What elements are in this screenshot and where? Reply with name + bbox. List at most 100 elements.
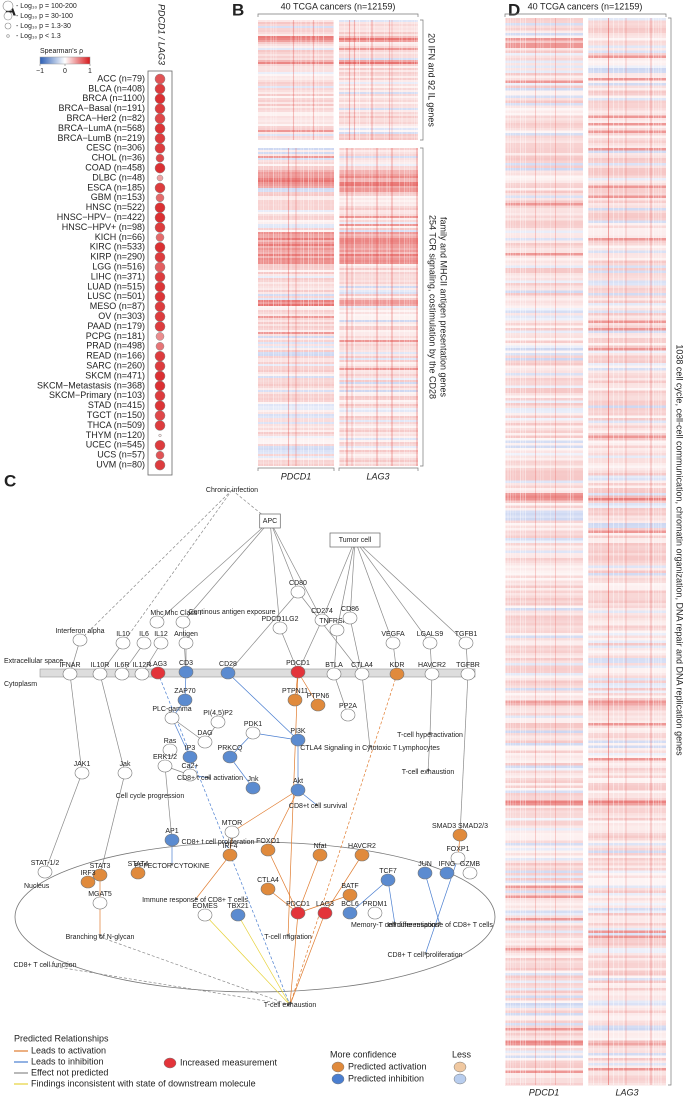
heatmap-col xyxy=(406,148,408,466)
heatmap-row xyxy=(258,402,334,404)
heatmap-row xyxy=(588,680,666,683)
heatmap-row xyxy=(588,888,666,891)
heatmap-col xyxy=(572,18,574,1085)
heatmap-row xyxy=(339,280,418,282)
heatmap-row xyxy=(505,110,583,113)
node-label: JUN xyxy=(418,861,432,868)
heatmap-row xyxy=(505,970,583,973)
heatmap-row xyxy=(588,23,666,26)
heatmap-row xyxy=(339,204,418,206)
heatmap-row xyxy=(258,418,334,420)
node-label: STAT4 xyxy=(128,861,149,868)
heatmap-row xyxy=(258,376,334,378)
heatmap-col xyxy=(648,18,649,1085)
heatmap-row xyxy=(505,540,583,543)
heatmap-row xyxy=(588,883,666,886)
heatmap-row xyxy=(505,220,583,223)
heatmap-row xyxy=(588,320,666,323)
heatmap-row xyxy=(258,400,334,402)
heatmap-row xyxy=(339,446,418,448)
heatmap-col xyxy=(416,20,418,140)
heatmap-row xyxy=(505,740,583,743)
heatmap-row xyxy=(588,885,666,888)
heatmap-row xyxy=(588,205,666,208)
heatmap-row xyxy=(258,156,334,158)
rho-dot xyxy=(154,251,166,263)
heatmap-row xyxy=(588,108,666,111)
heatmap-row xyxy=(258,26,334,28)
node-label: IRF4 xyxy=(222,843,237,850)
heatmap-row xyxy=(258,446,334,448)
heatmap-row xyxy=(258,404,334,406)
node-label: LAG3 xyxy=(149,661,167,668)
heatmap-row xyxy=(588,873,666,876)
heatmap-row xyxy=(505,985,583,988)
heatmap-row xyxy=(339,168,418,170)
side-label: 20 IFN and 92 IL genes xyxy=(427,33,437,127)
heatmap-row xyxy=(588,763,666,766)
heatmap-row xyxy=(339,318,418,320)
heatmap-row xyxy=(339,376,418,378)
heatmap-row xyxy=(258,386,334,388)
row-label: BRCA−Basal (n=191) xyxy=(58,103,145,113)
heatmap-row xyxy=(588,88,666,91)
heatmap-row xyxy=(339,296,418,298)
node xyxy=(136,636,152,650)
panel-label: C xyxy=(4,471,16,490)
heatmap-row xyxy=(258,434,334,436)
rho-dot xyxy=(154,311,166,322)
heatmap-row xyxy=(588,170,666,173)
heatmap-row xyxy=(588,625,666,628)
heatmap-row xyxy=(505,993,583,996)
heatmap-row xyxy=(258,268,334,270)
heatmap-row xyxy=(588,525,666,528)
heatmap-row xyxy=(258,368,334,370)
heatmap-row xyxy=(588,20,666,23)
heatmap-row xyxy=(588,68,666,71)
node xyxy=(182,768,198,782)
heatmap-row xyxy=(505,903,583,906)
edge xyxy=(458,673,469,836)
heatmap-col xyxy=(525,18,526,1085)
heatmap-row xyxy=(588,760,666,763)
size-key xyxy=(3,11,13,21)
node xyxy=(153,636,169,650)
row-label: LUAD (n=515) xyxy=(87,281,145,291)
heatmap-row xyxy=(339,238,418,240)
rho-dot xyxy=(154,370,166,382)
heatmap-col xyxy=(409,148,410,466)
heatmap-row xyxy=(505,893,583,896)
heatmap-row xyxy=(505,900,583,903)
heatmap-col xyxy=(356,20,358,140)
heatmap-row xyxy=(258,214,334,216)
heatmap-row xyxy=(339,150,418,152)
size-key xyxy=(2,0,14,12)
node-label: Jak xyxy=(120,761,131,768)
heatmap-row xyxy=(505,605,583,608)
heatmap-row xyxy=(588,418,666,421)
heatmap-row xyxy=(339,56,418,58)
node xyxy=(272,621,288,635)
heatmap-row xyxy=(258,366,334,368)
heatmap-row xyxy=(258,202,334,204)
heatmap-row xyxy=(588,953,666,956)
heatmap-col xyxy=(537,18,539,1085)
heatmap-row xyxy=(505,1038,583,1041)
heatmap-row xyxy=(505,528,583,531)
heatmap-row xyxy=(588,240,666,243)
heatmap-row xyxy=(505,438,583,441)
heatmap-row xyxy=(339,232,418,234)
heatmap-col xyxy=(555,18,556,1085)
heatmap-row xyxy=(588,18,666,21)
heatmap-row xyxy=(339,228,418,230)
heatmap-row xyxy=(588,810,666,813)
heatmap-row xyxy=(505,743,583,746)
heatmap-row xyxy=(588,310,666,313)
heatmap-col xyxy=(625,18,627,1085)
heatmap-row xyxy=(258,294,334,296)
heatmap-row xyxy=(505,70,583,73)
heatmap-col xyxy=(535,18,536,1085)
heatmap-row xyxy=(505,225,583,228)
node xyxy=(164,711,180,725)
heatmap-row xyxy=(258,30,334,32)
